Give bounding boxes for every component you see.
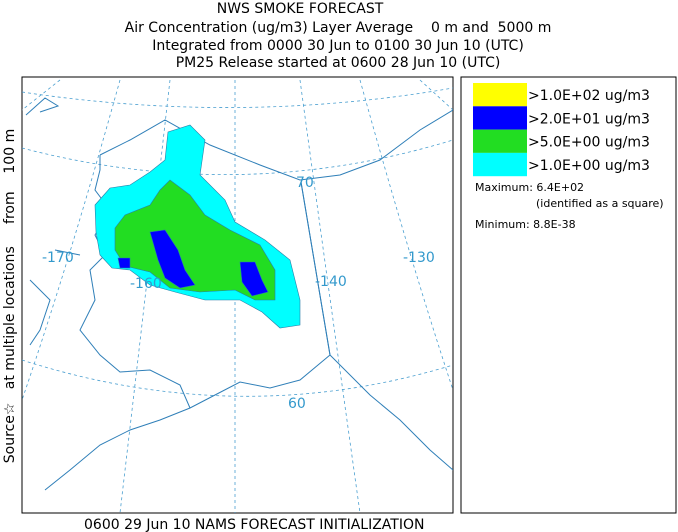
longitude-line: [359, 79, 453, 391]
longitude-line: [419, 79, 453, 111]
longitude-line: [299, 79, 361, 513]
minimum: Minimum: 8.8E-38: [475, 218, 576, 231]
maximum-note: (identified as a square): [536, 197, 664, 210]
coastline: [25, 97, 453, 491]
longitude-label: -130: [403, 250, 435, 266]
latitude-label: 70: [296, 175, 314, 191]
latitude-line: [22, 87, 453, 108]
longitude-line: [22, 79, 121, 401]
legend-swatch: [473, 152, 527, 177]
latitude-line: [22, 139, 453, 176]
header: NWS SMOKE FORECAST Air Concentration (ug…: [125, 1, 552, 71]
legend-label: >5.0E+00 ug/m3: [528, 135, 650, 151]
longitude-label: -160: [130, 276, 162, 292]
subtitle: Air Concentration (ug/m3) Layer Average …: [125, 20, 552, 36]
longitude-label: -170: [42, 250, 74, 266]
subtitle: Integrated from 0000 30 Jun to 0100 30 J…: [152, 38, 524, 54]
map: -170 -160 -140 -130 70 60: [21, 76, 454, 514]
legend-label: >1.0E+00 ug/m3: [528, 158, 650, 174]
longitude-label: -140: [315, 274, 347, 290]
latitude-label: 60: [288, 396, 306, 412]
maximum: Maximum: 6.4E+02: [475, 181, 584, 194]
legend-swatch: [473, 129, 527, 153]
legend-swatch: [473, 106, 527, 130]
latitude-line: [22, 359, 453, 397]
plume-region: [114, 179, 276, 301]
legend-label: >2.0E+01 ug/m3: [528, 111, 650, 127]
title: NWS SMOKE FORECAST: [217, 1, 384, 17]
plume-region: [117, 229, 269, 297]
border: [300, 181, 331, 356]
subtitle: PM25 Release started at 0600 28 Jun 10 (…: [176, 55, 501, 71]
longitude-line: [22, 79, 61, 111]
legend: >1.0E+02 ug/m3 >2.0E+01 ug/m3 >5.0E+00 ug/…: [473, 83, 650, 177]
side-label: Source☆ at multiple locations from 100 m: [2, 129, 18, 463]
legend-label: >1.0E+02 ug/m3: [528, 88, 650, 104]
footer: 0600 29 Jun 10 NAMS FORECAST INITIALIZAT…: [84, 517, 424, 532]
legend-swatch: [473, 83, 527, 107]
